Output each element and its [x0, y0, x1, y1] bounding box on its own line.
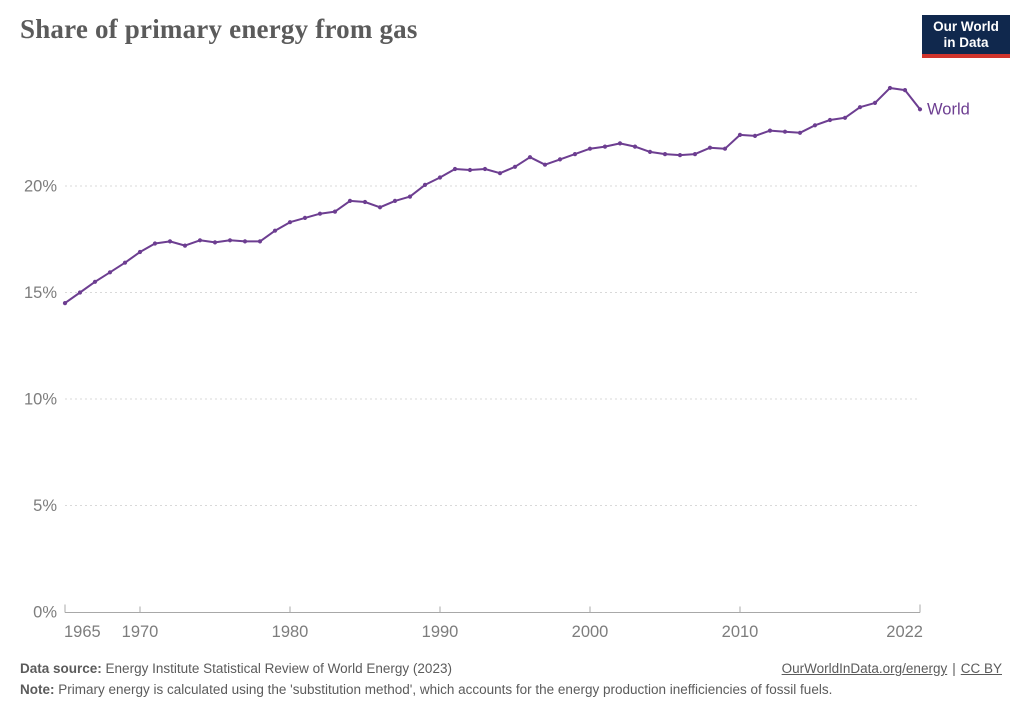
data-point[interactable] — [62, 301, 68, 306]
data-point[interactable] — [167, 239, 173, 244]
data-point[interactable] — [392, 198, 398, 203]
x-tick-label: 1990 — [422, 623, 459, 641]
data-point[interactable] — [422, 182, 428, 187]
data-source: Data source: Energy Institute Statistica… — [20, 658, 452, 679]
data-point[interactable] — [197, 238, 203, 243]
data-point[interactable] — [257, 239, 263, 244]
data-point[interactable] — [647, 149, 653, 154]
data-point[interactable] — [632, 144, 638, 149]
data-point[interactable] — [587, 146, 593, 151]
data-point[interactable] — [272, 228, 278, 233]
data-point[interactable] — [512, 164, 518, 169]
data-point[interactable] — [872, 100, 878, 105]
data-point[interactable] — [692, 152, 698, 157]
x-tick-label: 2022 — [886, 623, 923, 641]
data-point[interactable] — [347, 198, 353, 203]
data-point[interactable] — [92, 279, 98, 284]
logo-red-strip — [922, 54, 1010, 58]
data-point[interactable] — [437, 175, 443, 180]
data-point[interactable] — [407, 194, 413, 199]
data-point[interactable] — [557, 157, 563, 162]
footer-links: OurWorldInData.org/energy | CC BY — [782, 658, 1002, 679]
data-point[interactable] — [617, 141, 623, 146]
chart-note: Note: Primary energy is calculated using… — [20, 679, 1002, 700]
data-point[interactable] — [122, 260, 128, 265]
data-point[interactable] — [377, 205, 383, 210]
y-tick-label: 20% — [24, 178, 57, 196]
data-point[interactable] — [842, 115, 848, 120]
data-point[interactable] — [782, 129, 788, 134]
y-tick-label: 15% — [24, 284, 57, 302]
x-tick-label: 1980 — [272, 623, 309, 641]
data-point[interactable] — [677, 153, 683, 158]
data-point[interactable] — [452, 166, 458, 172]
data-point[interactable] — [722, 146, 728, 151]
data-source-text: Energy Institute Statistical Review of W… — [105, 661, 452, 676]
data-point[interactable] — [902, 88, 908, 93]
x-tick-label: 1965 — [64, 623, 101, 641]
data-point[interactable] — [362, 199, 368, 205]
data-point[interactable] — [287, 220, 293, 225]
data-point[interactable] — [107, 270, 113, 275]
owid-logo[interactable]: Our World in Data — [922, 15, 1010, 58]
chart-svg[interactable]: 0% 5% 10% 15% 20% 1965 1970 1980 1990 2000 2010 202… — [0, 0, 1024, 655]
data-point[interactable] — [467, 167, 473, 173]
data-point[interactable] — [242, 239, 248, 244]
data-point[interactable] — [857, 105, 863, 110]
data-point[interactable] — [332, 209, 338, 214]
data-point[interactable] — [542, 162, 548, 167]
data-point[interactable] — [77, 290, 83, 295]
note-text: Primary energy is calculated using the '… — [58, 682, 833, 697]
series-label: World — [927, 100, 970, 118]
data-point[interactable] — [137, 249, 143, 255]
x-tick-label: 2000 — [572, 623, 609, 641]
owid-logo-text: Our World in Data — [922, 15, 1010, 54]
data-point[interactable] — [707, 145, 713, 150]
chart-footer: Data source: Energy Institute Statistica… — [20, 658, 1002, 700]
page-title: Share of primary energy from gas — [20, 14, 418, 44]
data-point[interactable] — [482, 166, 488, 172]
footer-separator: | — [952, 661, 956, 676]
data-point[interactable] — [812, 123, 818, 128]
data-point[interactable] — [797, 130, 803, 135]
license-link[interactable]: CC BY — [960, 661, 1002, 676]
y-tick-label: 10% — [24, 391, 57, 409]
data-point[interactable] — [827, 117, 833, 123]
data-source-label: Data source: — [20, 661, 102, 676]
y-tick-label: 0% — [33, 604, 57, 622]
data-point[interactable] — [497, 171, 503, 176]
data-point[interactable] — [917, 107, 923, 112]
data-point[interactable] — [227, 238, 233, 243]
x-tick-label: 1970 — [122, 623, 159, 641]
data-point[interactable] — [737, 132, 743, 137]
data-point[interactable] — [602, 144, 608, 149]
data-point[interactable] — [152, 241, 158, 246]
x-tick-label: 2010 — [722, 623, 759, 641]
data-point[interactable] — [572, 152, 578, 157]
data-point[interactable] — [527, 155, 533, 160]
data-line-world[interactable] — [64, 87, 921, 305]
data-point[interactable] — [302, 215, 308, 220]
logo-line2: in Data — [943, 35, 989, 50]
data-point[interactable] — [212, 240, 218, 245]
data-point[interactable] — [752, 133, 758, 138]
logo-line1: Our World — [933, 19, 999, 34]
owid-url-link[interactable]: OurWorldInData.org/energy — [781, 661, 948, 676]
data-point[interactable] — [317, 211, 323, 216]
data-point[interactable] — [767, 128, 773, 133]
data-point[interactable] — [887, 85, 893, 91]
data-point[interactable] — [182, 243, 188, 248]
data-point[interactable] — [662, 152, 668, 157]
note-label: Note: — [20, 682, 55, 697]
y-tick-label: 5% — [33, 497, 57, 515]
